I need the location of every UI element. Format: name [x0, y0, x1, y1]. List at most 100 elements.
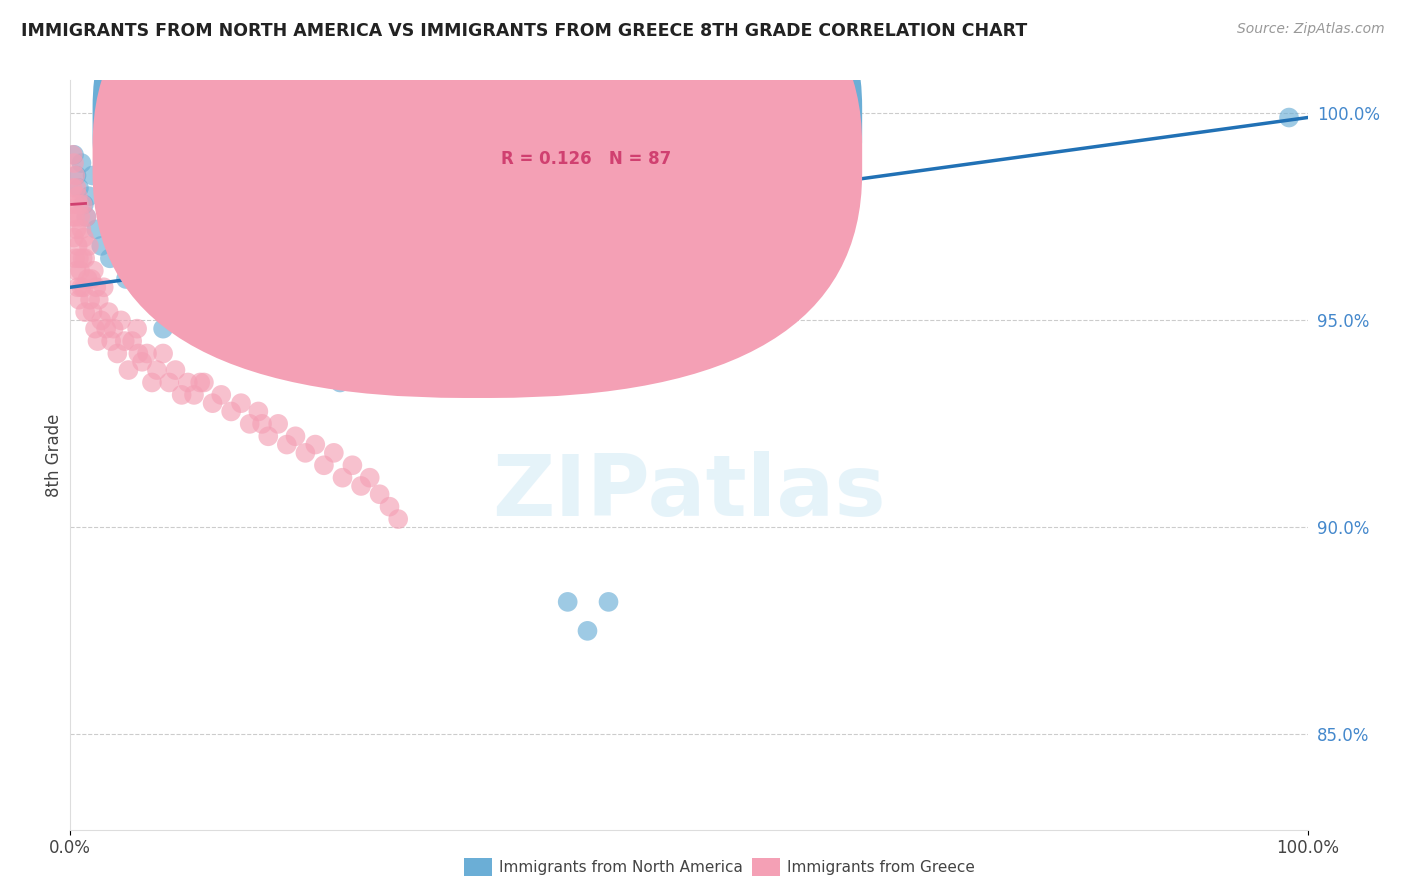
- Point: [90, 239, 112, 253]
- Point: [63, 197, 86, 211]
- Point: [368, 487, 391, 501]
- Point: [198, 334, 221, 348]
- Point: [160, 239, 183, 253]
- FancyBboxPatch shape: [93, 0, 862, 398]
- Point: [536, 376, 558, 390]
- Point: [229, 321, 252, 335]
- Point: [66, 189, 89, 203]
- Point: [378, 500, 401, 514]
- Point: [90, 313, 112, 327]
- Point: [304, 437, 326, 451]
- Point: [247, 252, 270, 266]
- Point: [214, 280, 236, 294]
- Point: [453, 252, 475, 266]
- Point: [312, 313, 335, 327]
- Point: [433, 346, 456, 360]
- Point: [96, 321, 118, 335]
- Point: [127, 346, 149, 360]
- Text: R = 0.126   N = 87: R = 0.126 N = 87: [501, 150, 671, 168]
- FancyBboxPatch shape: [93, 0, 862, 360]
- Point: [65, 252, 87, 266]
- Point: [495, 334, 517, 348]
- Point: [103, 210, 125, 224]
- Point: [86, 334, 108, 348]
- Point: [152, 346, 174, 360]
- Point: [157, 376, 180, 390]
- Point: [263, 346, 285, 360]
- Point: [65, 210, 87, 224]
- Point: [87, 293, 110, 307]
- Point: [183, 388, 205, 402]
- Point: [70, 222, 93, 236]
- Point: [170, 210, 193, 224]
- Point: [165, 363, 187, 377]
- Point: [280, 293, 302, 307]
- Point: [152, 321, 174, 335]
- Text: Immigrants from North America: Immigrants from North America: [499, 860, 742, 874]
- Point: [70, 156, 93, 170]
- Point: [350, 479, 373, 493]
- Point: [247, 404, 270, 418]
- Point: [115, 272, 138, 286]
- Point: [576, 624, 599, 638]
- Point: [73, 230, 96, 244]
- Point: [312, 458, 335, 473]
- Y-axis label: 8th Grade: 8th Grade: [45, 413, 63, 497]
- Point: [67, 252, 90, 266]
- Point: [67, 197, 90, 211]
- Point: [229, 396, 252, 410]
- FancyBboxPatch shape: [447, 95, 695, 189]
- Point: [183, 263, 205, 277]
- Point: [62, 210, 84, 224]
- Point: [284, 429, 307, 443]
- Point: [93, 280, 115, 294]
- Point: [257, 429, 280, 443]
- Point: [103, 321, 125, 335]
- Point: [359, 471, 381, 485]
- Point: [250, 417, 273, 431]
- Point: [65, 263, 87, 277]
- Point: [66, 280, 89, 294]
- Text: ZIPatlas: ZIPatlas: [492, 450, 886, 534]
- Point: [219, 404, 242, 418]
- Point: [1278, 111, 1301, 125]
- Point: [65, 222, 87, 236]
- Point: [412, 376, 434, 390]
- Point: [80, 272, 103, 286]
- Point: [75, 210, 97, 224]
- Point: [70, 280, 93, 294]
- Point: [69, 210, 91, 224]
- Point: [141, 376, 163, 390]
- Text: Source: ZipAtlas.com: Source: ZipAtlas.com: [1237, 22, 1385, 37]
- Point: [474, 363, 496, 377]
- Point: [97, 305, 120, 319]
- Point: [121, 189, 143, 203]
- Text: IMMIGRANTS FROM NORTH AMERICA VS IMMIGRANTS FROM GREECE 8TH GRADE CORRELATION CH: IMMIGRANTS FROM NORTH AMERICA VS IMMIGRA…: [21, 22, 1028, 40]
- Point: [75, 252, 97, 266]
- Point: [108, 169, 131, 183]
- Point: [73, 197, 96, 211]
- Point: [209, 388, 232, 402]
- Point: [65, 169, 87, 183]
- Point: [136, 346, 159, 360]
- Point: [63, 148, 86, 162]
- Point: [67, 293, 90, 307]
- Point: [73, 280, 96, 294]
- Point: [62, 148, 84, 162]
- Point: [72, 197, 94, 211]
- Point: [387, 512, 409, 526]
- Point: [84, 321, 107, 335]
- Point: [297, 363, 319, 377]
- Point: [557, 595, 579, 609]
- Point: [177, 376, 200, 390]
- Point: [170, 388, 193, 402]
- Point: [84, 280, 107, 294]
- Point: [82, 169, 104, 183]
- Point: [127, 321, 149, 335]
- Point: [127, 280, 149, 294]
- Point: [131, 355, 153, 369]
- Point: [350, 334, 373, 348]
- Point: [188, 376, 211, 390]
- Point: [75, 305, 97, 319]
- Point: [332, 471, 354, 485]
